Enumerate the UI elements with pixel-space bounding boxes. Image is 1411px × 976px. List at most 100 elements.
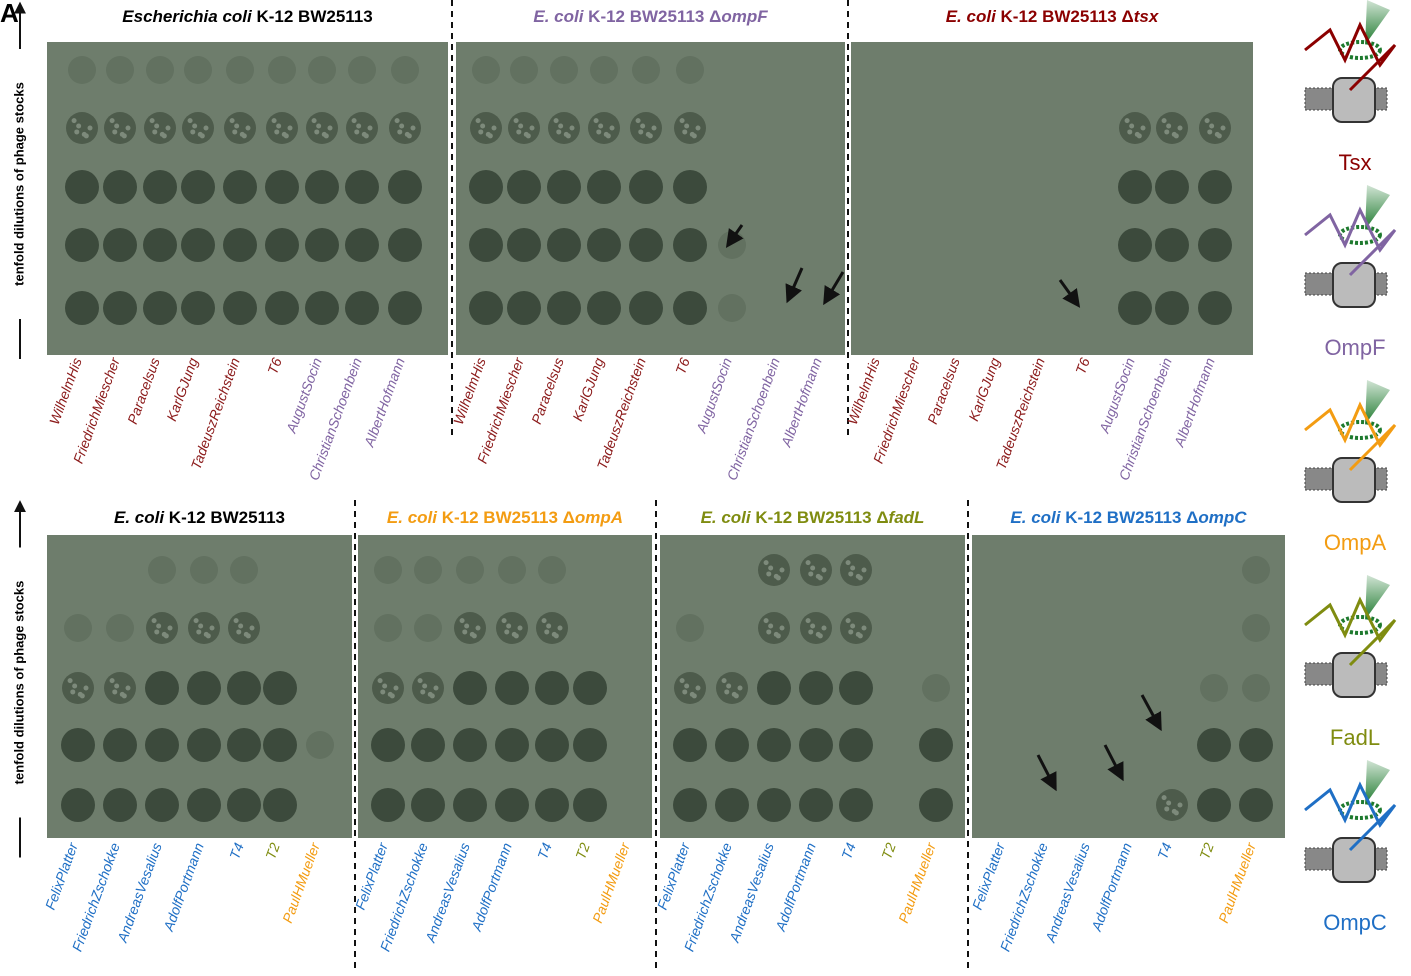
speck xyxy=(684,123,689,128)
spot xyxy=(388,170,422,204)
speck xyxy=(696,686,701,691)
spot xyxy=(922,674,950,702)
spot xyxy=(456,556,484,584)
speck xyxy=(234,123,239,128)
spot xyxy=(676,56,704,84)
spot xyxy=(1200,674,1228,702)
spot xyxy=(919,728,953,762)
speck xyxy=(680,118,685,123)
spot xyxy=(374,556,402,584)
spot xyxy=(414,614,442,642)
spot xyxy=(187,788,221,822)
speck xyxy=(156,623,161,628)
speck xyxy=(84,686,89,691)
speck xyxy=(598,123,603,128)
speck xyxy=(732,692,737,697)
spot xyxy=(630,112,662,144)
spot xyxy=(629,170,663,204)
speck xyxy=(120,132,125,137)
phage-label: T2 xyxy=(878,840,899,861)
spot xyxy=(228,612,260,644)
spot xyxy=(1197,788,1231,822)
speck xyxy=(478,129,483,134)
speck xyxy=(768,623,773,628)
spot xyxy=(715,728,749,762)
spot xyxy=(1242,614,1270,642)
spot xyxy=(181,291,215,325)
spot xyxy=(1118,291,1152,325)
plate-title: E. coli K-12 BW25113 ΔfadL xyxy=(701,508,925,527)
speck xyxy=(420,689,425,694)
speck xyxy=(682,689,687,694)
phage-label: AlbertHofmann xyxy=(1171,355,1218,449)
speck xyxy=(380,689,385,694)
phage-label: AdolfPortmann xyxy=(772,840,819,934)
speck xyxy=(518,123,523,128)
spot xyxy=(223,170,257,204)
spot xyxy=(61,728,95,762)
speck xyxy=(512,632,517,637)
phage-label: AndreasVesalius xyxy=(422,841,473,946)
speck xyxy=(1141,126,1146,131)
speck xyxy=(204,632,209,637)
spot xyxy=(372,672,404,704)
spot xyxy=(103,728,137,762)
speck xyxy=(596,129,601,134)
spot xyxy=(227,728,261,762)
speck xyxy=(1178,126,1183,131)
speck xyxy=(492,126,497,131)
speck xyxy=(638,129,643,134)
phage-label: T2 xyxy=(262,840,283,861)
speck xyxy=(780,568,785,573)
speck xyxy=(570,126,575,131)
phage-label: Paracelsus xyxy=(528,356,567,427)
spot xyxy=(758,612,790,644)
title-strain: K-12 BW25113 Δ xyxy=(1061,508,1199,527)
phage-label: AlbertHofmann xyxy=(778,355,825,449)
speck xyxy=(397,129,402,134)
title-strain: K-12 BW25113 Δ xyxy=(996,7,1134,26)
spot xyxy=(146,56,174,84)
title-gene: ompC xyxy=(1198,508,1247,527)
title-strain: K-12 BW25113 Δ xyxy=(583,7,721,26)
speck xyxy=(684,683,689,688)
phage-label: T4 xyxy=(534,840,555,861)
tail xyxy=(1365,760,1390,805)
spot xyxy=(799,788,833,822)
spot xyxy=(840,612,872,644)
spot xyxy=(495,671,529,705)
phage-label: ChristianSchoenbein xyxy=(724,355,783,482)
spot xyxy=(716,672,748,704)
speck xyxy=(856,574,861,579)
spot xyxy=(454,612,486,644)
speck xyxy=(126,126,131,131)
speck xyxy=(356,123,361,128)
speck xyxy=(810,623,815,628)
spot xyxy=(181,228,215,262)
title-species: E. coli xyxy=(1010,508,1061,527)
speck xyxy=(72,118,77,123)
phage-label: PaulHMueller xyxy=(279,839,323,925)
speck xyxy=(564,132,569,137)
speck xyxy=(816,574,821,579)
spot xyxy=(629,291,663,325)
spot xyxy=(1156,112,1188,144)
speck xyxy=(764,560,769,565)
phage-label: AdolfPortmann xyxy=(468,840,515,934)
spot xyxy=(757,728,791,762)
plate-title: E. coli K-12 BW25113 Δtsx xyxy=(946,7,1160,26)
spot xyxy=(1198,228,1232,262)
plate-title: Escherichia coli K-12 BW25113 xyxy=(122,7,372,26)
speck xyxy=(72,683,77,688)
tail xyxy=(1365,185,1390,230)
speck xyxy=(388,692,393,697)
spot xyxy=(306,112,338,144)
phage-label: AndreasVesalius xyxy=(114,841,165,946)
speck xyxy=(328,126,333,131)
speck xyxy=(276,123,281,128)
speck xyxy=(486,132,491,137)
spot xyxy=(224,112,256,144)
speck xyxy=(558,123,563,128)
speck xyxy=(856,632,861,637)
plate-title: E. coli K-12 BW25113 ΔompA xyxy=(387,508,623,527)
